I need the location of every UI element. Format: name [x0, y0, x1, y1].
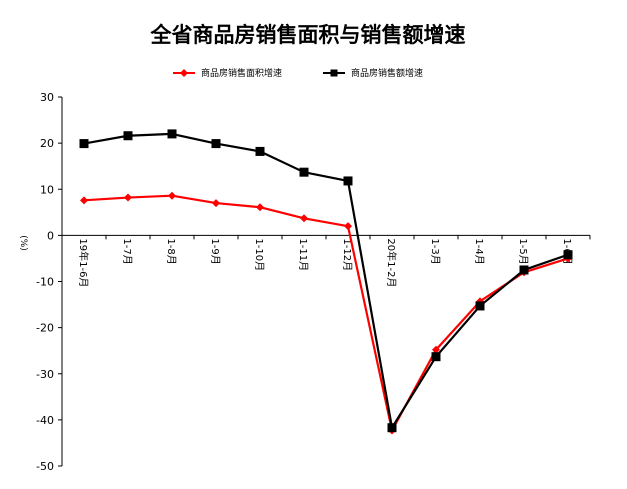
legend-label: 商品房销售额增速	[351, 67, 423, 79]
x-tick-label: 1-4月	[473, 238, 485, 264]
data-point-square	[475, 301, 485, 311]
x-tick-label: 1-8月	[165, 238, 177, 264]
data-point-diamond	[256, 203, 264, 212]
x-tick-label: 1-9月	[209, 238, 221, 264]
x-tick-label: 1-11月	[297, 238, 309, 271]
data-point-square	[519, 265, 529, 275]
data-point-square	[431, 352, 441, 362]
data-point-square	[211, 139, 221, 149]
data-point-diamond	[168, 191, 176, 200]
data-point-square	[167, 129, 177, 139]
x-tick-label: 1-5月	[517, 238, 529, 264]
y-tick-label: -20	[36, 322, 54, 335]
data-point-diamond	[80, 196, 88, 205]
y-tick-label: -40	[36, 414, 54, 427]
data-point-square	[343, 176, 353, 186]
legend-marker-diamond	[180, 69, 188, 77]
x-tick-label: 1-7月	[121, 238, 133, 264]
axes: 30 20 10 0 -10 -20 -30 -40 -50 19年1-6月 1-7月 1-8月 1-9…	[36, 91, 591, 473]
series-line-2	[83, 132, 569, 429]
y-tick-label: 20	[40, 137, 54, 150]
series-line-1	[83, 194, 569, 432]
x-tick-label: 1-10月	[253, 238, 265, 271]
data-point-square	[255, 146, 265, 156]
data-point-diamond	[300, 214, 308, 223]
y-axis-label: (%)	[18, 235, 28, 251]
data-point-diamond	[432, 345, 440, 354]
x-tick-label: 1-3月	[429, 238, 441, 264]
legend-label: 商品房销售面积增速	[201, 67, 282, 79]
y-tick-label: -50	[36, 460, 54, 473]
data-point-square	[387, 423, 397, 433]
data-point-square	[79, 139, 89, 149]
y-tick-label: -30	[36, 368, 54, 381]
legend-marker-square	[330, 69, 338, 77]
x-tick-label: 1-12月	[341, 238, 353, 271]
y-tick-label: 30	[40, 91, 54, 104]
legend: 商品房销售面积增速 商品房销售额增速	[173, 67, 423, 79]
data-point-square	[123, 131, 133, 141]
data-point-diamond	[344, 222, 352, 231]
y-tick-label: 0	[47, 229, 54, 242]
x-tick-label: 20年1-2月	[385, 238, 398, 287]
y-tick-label: -10	[36, 276, 54, 289]
data-point-square	[299, 167, 309, 177]
series-layer	[79, 129, 573, 435]
y-tick-label: 10	[40, 183, 54, 196]
data-point-diamond	[212, 199, 220, 208]
x-tick-label: 19年1-6月	[77, 238, 90, 287]
data-point-diamond	[124, 193, 132, 202]
data-point-square	[563, 250, 573, 260]
chart-title: 全省商品房销售面积与销售额增速	[150, 23, 466, 47]
